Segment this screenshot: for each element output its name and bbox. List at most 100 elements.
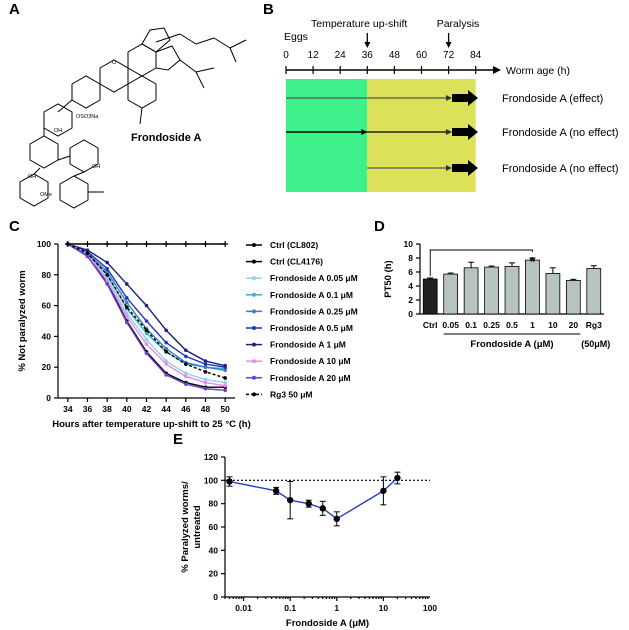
y-tick-label: 20 — [209, 569, 219, 579]
legend-marker-7 — [252, 359, 256, 364]
y-tick-label: 8 — [408, 253, 413, 263]
series-point-8 — [164, 373, 168, 377]
series-point-6 — [125, 282, 129, 286]
timeline-tick-label: 12 — [308, 50, 320, 61]
panel-d-letter: D — [374, 218, 385, 235]
series-point-0 — [202, 241, 209, 247]
paralysis-block-arrow-1 — [452, 124, 478, 140]
series-point-6 — [184, 348, 188, 353]
series-point-9 — [164, 350, 168, 354]
bar-1 — [443, 273, 459, 315]
series-point-9 — [223, 376, 227, 380]
y-tick-label: 10 — [404, 239, 414, 249]
category-label-2: 0.1 — [465, 320, 477, 330]
legend-marker-5 — [252, 326, 256, 330]
bar-2 — [463, 267, 479, 315]
x-tick-label: 42 — [142, 404, 152, 414]
series-line-7 — [67, 243, 226, 387]
legend-marker-4 — [252, 309, 256, 314]
green-phase-band — [286, 79, 368, 192]
series-point-7 — [144, 342, 149, 346]
series-point-9 — [144, 328, 149, 333]
series-point-5 — [184, 354, 188, 359]
paralysis-label: Paralysis — [437, 18, 480, 30]
data-point-7 — [394, 474, 401, 482]
y-tick-label: 120 — [204, 452, 218, 462]
series-point-2 — [144, 337, 149, 342]
bar-6 — [545, 272, 561, 315]
series-point-0 — [182, 241, 189, 247]
legend-marker-3 — [252, 292, 256, 297]
category-label-8: Rg3 — [586, 320, 602, 330]
paralysis-line-chart: 0 20 40 60 80 100 34 36 38 40 42 44 46 48 50 Hours afte… — [17, 239, 358, 430]
series-point-5 — [125, 296, 129, 300]
x-axis-label: Hours after temperature up-shift to 25 °… — [52, 419, 251, 430]
x-tick-label: 48 — [201, 404, 211, 414]
x-tick-label: 1 — [334, 603, 339, 613]
x-tick-label: 10 — [379, 603, 389, 613]
label-o: O — [112, 60, 117, 66]
legend-label-1: Ctrl (CL4176) — [270, 257, 323, 267]
data-point-4 — [319, 505, 326, 512]
legend-label-9: Rg3 50 μM — [270, 389, 313, 399]
series-point-8 — [203, 386, 208, 391]
bar-4 — [504, 265, 520, 315]
frondoside-structure — [19, 27, 247, 209]
series-line-8 — [67, 243, 226, 391]
label-ome: OMe — [40, 192, 52, 198]
series-point-6 — [85, 248, 90, 252]
series-point-7 — [203, 380, 208, 385]
y-axis-label-line1: % Paralyzed worms/ — [180, 481, 191, 573]
series-point-2 — [184, 371, 188, 376]
y-tick-label: 100 — [37, 239, 51, 249]
dose-response-chart: 0 20 40 60 80 100 120 0.01 0.1 1 10 100 Frondoside A… — [180, 452, 437, 629]
x-tick-label: 40 — [122, 404, 132, 414]
y-axis-label: PT50 (h) — [383, 260, 394, 297]
x-tick-label: 36 — [83, 404, 93, 414]
legend-marker-6 — [252, 342, 256, 347]
data-point-6 — [380, 487, 387, 495]
bar-3 — [484, 266, 499, 315]
category-label-7: 20 — [569, 320, 579, 330]
data-point-5 — [333, 515, 340, 523]
bar-8 — [586, 268, 602, 315]
upshift-arrow-head — [364, 42, 371, 48]
timeline-tick-label: 0 — [283, 50, 289, 61]
y-tick-label: 2 — [408, 295, 413, 305]
timeline-tick-label: 48 — [389, 50, 401, 61]
series-point-9 — [125, 305, 129, 309]
data-point-3 — [305, 500, 312, 507]
series-point-9 — [184, 362, 188, 366]
timeline-tick-label: 84 — [470, 50, 482, 61]
series-point-0 — [123, 241, 130, 247]
y-tick-label: 4 — [408, 281, 413, 291]
x-tick-label: 0.1 — [284, 603, 296, 613]
series-point-8 — [105, 282, 109, 286]
legend-marker-9 — [252, 392, 256, 397]
series-point-8 — [223, 388, 227, 393]
series-line-2 — [67, 243, 226, 384]
paralysis-arrow-head — [445, 42, 452, 48]
category-label-5: 1 — [530, 320, 535, 330]
bar-7 — [565, 279, 581, 315]
x-tick-label: 100 — [423, 603, 437, 613]
pt50-bar-chart: 0 2 4 6 8 10 PT50 (h) Ctrl 0.05 0.1 0.25 0.5 1 10 20 Rg… — [383, 239, 610, 350]
series-point-6 — [105, 260, 109, 265]
legend-label-8: Frondoside A 20 μM — [270, 373, 351, 383]
series-point-4 — [125, 300, 129, 305]
series-point-9 — [203, 370, 208, 374]
rg3-note: (50μM) — [581, 339, 610, 349]
series-point-5 — [164, 340, 168, 345]
series-point-4 — [223, 368, 227, 373]
treatment-label-0: Frondoside A (effect) — [502, 93, 603, 105]
series-point-2 — [164, 359, 168, 363]
timeline-tick-label: 60 — [416, 50, 428, 61]
timeline-tick-label: 24 — [335, 50, 347, 61]
group-label: Frondoside A (μM) — [470, 339, 553, 350]
timeline-tick-label: 72 — [443, 50, 455, 61]
y-tick-label: 6 — [408, 267, 413, 277]
y-tick-label: 40 — [209, 545, 219, 555]
legend-marker-0 — [252, 243, 256, 247]
series-point-9 — [105, 273, 109, 277]
